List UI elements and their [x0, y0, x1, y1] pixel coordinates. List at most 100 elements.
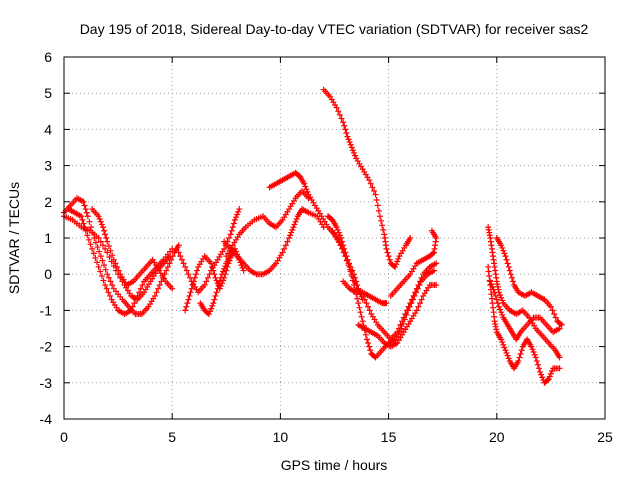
data-point: [184, 300, 191, 307]
data-point: [340, 119, 347, 126]
data-point: [187, 289, 194, 296]
data-point: [487, 278, 494, 285]
series-arc-4: [89, 206, 176, 292]
data-point: [286, 235, 293, 241]
data-point: [341, 122, 348, 129]
data-point: [503, 349, 510, 356]
data-point: [289, 226, 296, 233]
data-point: [215, 282, 222, 289]
data-point: [552, 314, 559, 321]
series-arc-13: [329, 227, 440, 343]
data-point: [214, 285, 221, 292]
data-point: [412, 289, 419, 296]
data-point: [100, 277, 107, 284]
data-point: [209, 263, 216, 270]
data-point: [383, 300, 390, 307]
data-point: [169, 245, 176, 252]
data-point: [183, 267, 190, 274]
data-point: [428, 227, 435, 234]
data-point: [545, 376, 552, 383]
data-point: [546, 373, 553, 380]
data-point: [134, 292, 141, 299]
data-point: [337, 242, 344, 249]
x-tick-labels: 0 5 10 15 20 25: [60, 429, 613, 445]
data-point: [98, 221, 105, 228]
x-tick-label: 25: [597, 429, 613, 445]
data-point: [397, 321, 404, 328]
data-point: [502, 347, 509, 354]
data-point: [345, 136, 352, 143]
series-arc-17: [485, 224, 563, 361]
data-point: [384, 249, 391, 256]
data-point: [203, 278, 210, 285]
plot-border: [63, 56, 606, 420]
data-point: [95, 213, 102, 220]
data-point: [549, 307, 556, 314]
series-arc-5: [175, 206, 243, 296]
data-point: [504, 352, 511, 359]
data-point: [337, 235, 344, 241]
data-point: [136, 289, 143, 296]
data-point: [529, 346, 536, 353]
data-point: [498, 294, 505, 301]
data-point: [413, 285, 420, 292]
data-point: [517, 350, 524, 357]
data-point: [83, 209, 90, 216]
y-tick-label: 6: [44, 49, 52, 65]
data-point: [498, 242, 505, 249]
data-point: [369, 184, 376, 191]
data-point: [515, 358, 522, 365]
data-point: [538, 371, 545, 378]
data-point: [413, 307, 420, 314]
data-point: [376, 213, 383, 220]
data-point: [80, 220, 87, 227]
data-point: [415, 303, 422, 310]
data-point: [362, 331, 369, 338]
data-point: [208, 260, 215, 267]
data-point: [82, 227, 89, 234]
data-point: [105, 289, 112, 296]
data-point: [191, 274, 198, 281]
data-point: [220, 268, 227, 275]
data-point: [128, 307, 135, 314]
data-point: [431, 267, 438, 274]
grid-lines: [64, 57, 605, 419]
y-tick-label: -1: [40, 302, 53, 318]
data-point: [556, 354, 563, 361]
data-point: [385, 253, 392, 260]
series-arc-19: [487, 278, 563, 343]
data-point: [408, 296, 415, 303]
data-point: [501, 344, 508, 351]
data-point: [177, 253, 184, 260]
data-point: [230, 220, 237, 227]
data-point: [348, 144, 355, 151]
y-tick-label: -3: [40, 375, 53, 391]
data-point: [336, 232, 343, 239]
data-point: [235, 208, 242, 215]
data-point: [231, 216, 238, 223]
data-point: [97, 218, 104, 225]
data-point: [212, 292, 219, 299]
data-point: [183, 303, 190, 310]
data-point: [433, 260, 440, 267]
data-point: [518, 347, 525, 354]
data-point: [201, 282, 208, 289]
data-point: [347, 266, 354, 273]
data-point: [109, 282, 116, 289]
data-point: [345, 262, 352, 269]
data-point: [81, 224, 88, 231]
data-point: [497, 292, 504, 299]
data-point: [216, 278, 223, 285]
data-point: [544, 377, 551, 384]
data-point: [407, 235, 414, 241]
data-point: [87, 241, 94, 248]
data-point: [281, 245, 288, 252]
data-point: [228, 227, 235, 234]
data-point: [186, 292, 193, 299]
y-tick-label: 1: [44, 230, 52, 246]
data-point: [132, 296, 139, 303]
y-tick-label: 4: [44, 121, 52, 137]
data-point: [383, 245, 390, 252]
data-point: [335, 238, 342, 245]
data-point: [510, 278, 517, 285]
